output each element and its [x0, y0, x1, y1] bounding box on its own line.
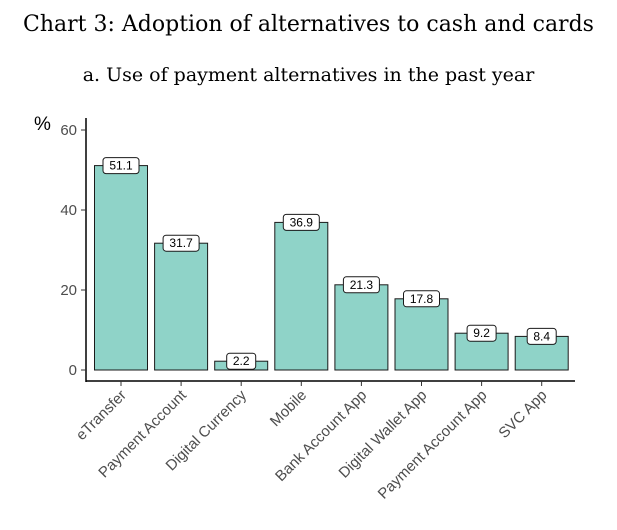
data-label-box — [342, 276, 380, 294]
data-label-box — [526, 327, 557, 345]
data-label: 9.2 — [473, 326, 490, 340]
data-label-box — [282, 213, 320, 231]
x-tick-label: Mobile — [267, 387, 310, 430]
data-label: 21.3 — [350, 278, 374, 292]
bar — [394, 298, 449, 371]
data-label-box — [466, 324, 497, 342]
x-tick-label: SVC App — [495, 387, 550, 442]
bar — [94, 165, 148, 371]
x-tick-label: Payment Account App — [375, 387, 491, 503]
data-label: 17.8 — [410, 292, 434, 306]
chart-title: Chart 3: Adoption of alternatives to cas… — [23, 12, 594, 37]
y-axis: % 0 20 40 60 — [34, 114, 87, 382]
y-tick-label: 0 — [69, 362, 77, 379]
chart-subtitle: a. Use of payment alternatives in the pa… — [82, 64, 535, 86]
data-label-box — [403, 290, 440, 308]
y-tick-label: 20 — [60, 282, 77, 299]
y-axis-unit-label: % — [34, 114, 51, 135]
data-labels: 51.1 31.7 2.2 36.9 21.3 17.8 9.2 8.4 — [102, 157, 557, 370]
bar — [274, 221, 329, 371]
data-label-box — [162, 234, 200, 252]
x-tick-label: eTransfer — [73, 387, 130, 444]
data-label: 8.4 — [533, 329, 550, 343]
data-label-box — [226, 352, 257, 370]
data-label: 31.7 — [169, 236, 193, 250]
y-tick-label: 40 — [60, 202, 77, 219]
bar — [334, 284, 389, 371]
data-label: 36.9 — [290, 215, 314, 229]
data-label: 51.1 — [109, 159, 133, 173]
y-tick-label: 60 — [60, 122, 77, 139]
bars — [94, 165, 569, 371]
data-label-box — [102, 157, 140, 175]
data-label: 2.2 — [233, 354, 250, 368]
bar — [154, 242, 209, 371]
